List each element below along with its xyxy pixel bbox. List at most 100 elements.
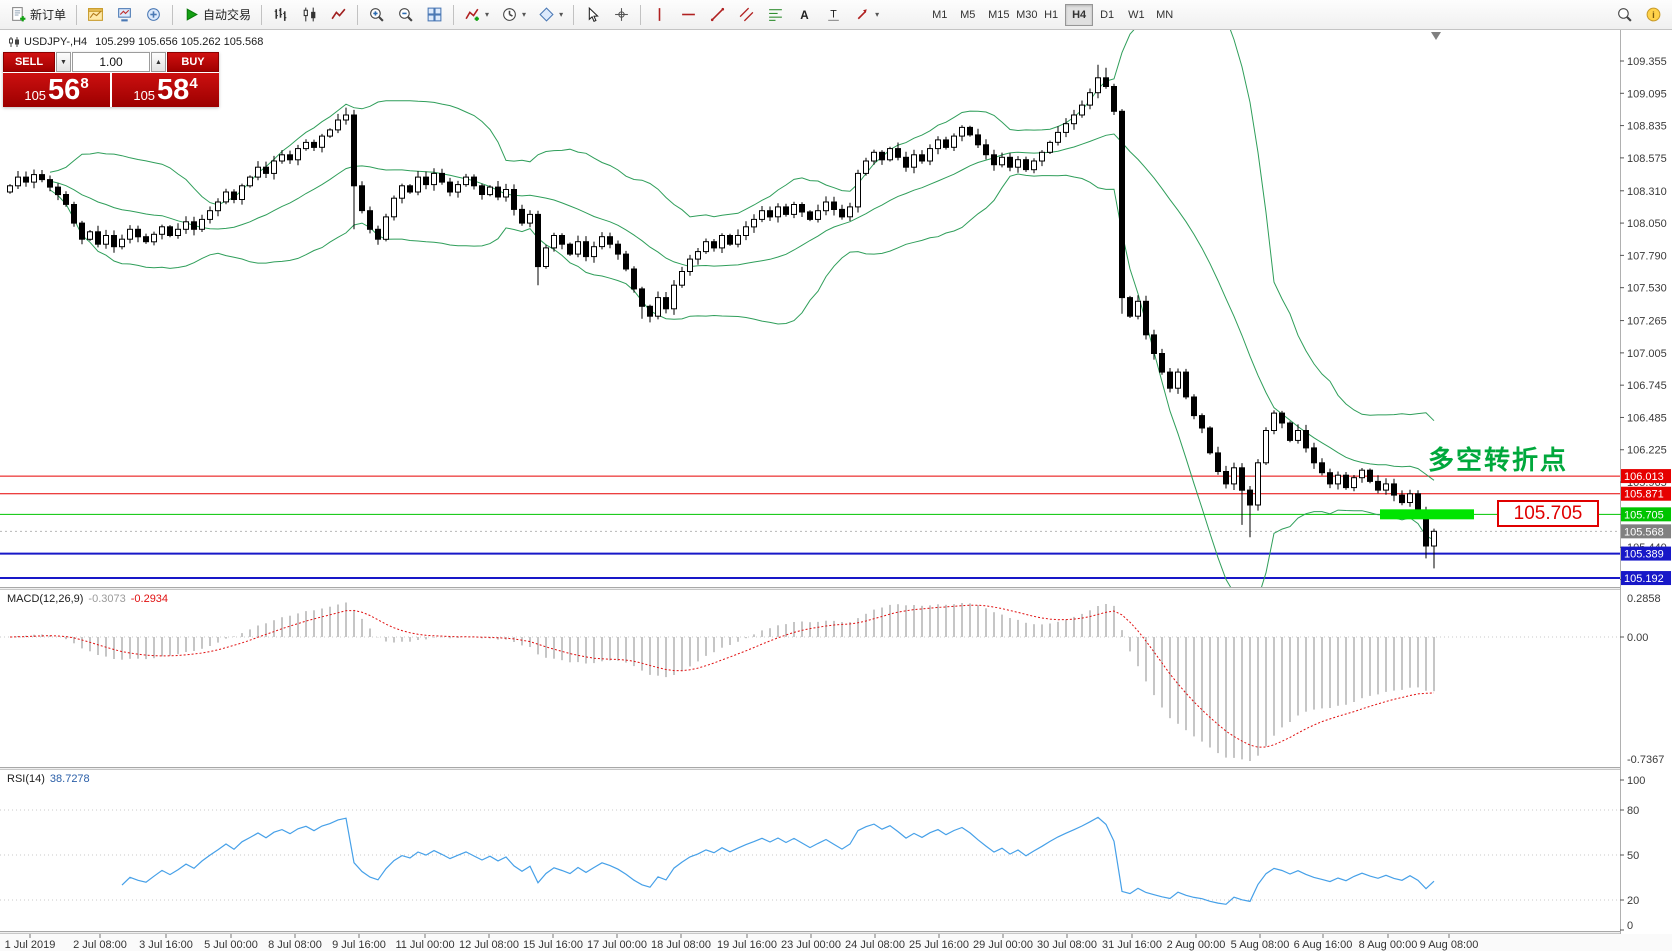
candle-body bbox=[455, 184, 461, 193]
scale-tick-label: 106.225 bbox=[1627, 445, 1667, 457]
scale-tick-label: 80 bbox=[1627, 805, 1639, 817]
crosshair-button[interactable] bbox=[608, 3, 635, 27]
time-axis[interactable]: 1 Jul 2019 2 Jul 08:00 3 Jul 16:00 5 Jul 00… bbox=[0, 934, 1672, 951]
sell-button[interactable]: SELL bbox=[3, 52, 55, 72]
candle-chart-button[interactable] bbox=[296, 3, 323, 27]
templates-button[interactable]: ▾ bbox=[533, 3, 568, 27]
candle-body bbox=[23, 176, 29, 183]
candle-body bbox=[119, 238, 125, 248]
candle-body bbox=[343, 114, 349, 121]
dropdown-caret-icon: ▾ bbox=[522, 10, 527, 19]
channel-button[interactable] bbox=[733, 3, 760, 27]
timeframe-h1-button[interactable]: H1 bbox=[1037, 4, 1065, 26]
buy-price-button[interactable]: 105 58 4 bbox=[112, 73, 219, 107]
arrows-button[interactable]: ▾ bbox=[849, 3, 884, 27]
candle-body bbox=[1367, 469, 1373, 482]
time-label: 29 Jul 00:00 bbox=[973, 939, 1033, 951]
timeframe-m5-button[interactable]: M5 bbox=[953, 4, 981, 26]
time-label: 17 Jul 00:00 bbox=[587, 939, 647, 951]
cursor-button[interactable] bbox=[579, 3, 606, 27]
candle-body bbox=[1143, 300, 1149, 336]
timeframe-m30-button[interactable]: M30 bbox=[1009, 4, 1037, 26]
time-label: 1 Jul 2019 bbox=[5, 939, 56, 951]
candle-body bbox=[943, 139, 949, 148]
autotrading-button[interactable]: 自动交易 bbox=[178, 3, 256, 27]
sell-price-big-digits: 56 bbox=[48, 74, 81, 106]
price-badge-label: 105.568 bbox=[1624, 526, 1664, 538]
candle-body bbox=[855, 172, 861, 208]
label-button[interactable]: T bbox=[820, 3, 847, 27]
macd-signal-value: -0.2934 bbox=[130, 593, 169, 605]
candle-chart-icon bbox=[303, 7, 316, 22]
periods-icon bbox=[503, 8, 516, 21]
candle-body bbox=[1167, 371, 1173, 389]
line-chart-button[interactable] bbox=[325, 3, 352, 27]
pane-separator[interactable] bbox=[0, 767, 1672, 770]
candle-body bbox=[519, 208, 525, 224]
volume-input[interactable] bbox=[72, 52, 150, 72]
volume-decrease-button[interactable]: ▼ bbox=[56, 52, 71, 72]
candle-body bbox=[815, 210, 821, 220]
volume-increase-button[interactable]: ▲ bbox=[151, 52, 166, 72]
candle-body bbox=[215, 201, 221, 212]
candle-body bbox=[1087, 92, 1093, 106]
timeframe-mn-button[interactable]: MN bbox=[1149, 4, 1177, 26]
price-scale[interactable]: 109.355 109.095 108.835 108.575 108.310 108.0… bbox=[1620, 30, 1672, 951]
horizontal-line-button[interactable] bbox=[675, 3, 702, 27]
toolbar-separator bbox=[357, 4, 359, 25]
time-label: 5 Aug 08:00 bbox=[1231, 939, 1290, 951]
timeframe-w1-button[interactable]: W1 bbox=[1121, 4, 1149, 26]
chart-annotation-text[interactable]: 多空转折点 bbox=[1428, 445, 1569, 475]
chart-background bbox=[0, 30, 1672, 951]
price-level-label[interactable]: 105.705 bbox=[1497, 500, 1599, 527]
candle-body bbox=[55, 186, 61, 196]
candle-body bbox=[159, 226, 165, 235]
candle-body bbox=[143, 236, 149, 243]
community-button[interactable]: i bbox=[1640, 3, 1667, 27]
zoom-out-button[interactable] bbox=[392, 3, 419, 27]
timeframe-d1-button[interactable]: D1 bbox=[1093, 4, 1121, 26]
zoom-in-button[interactable] bbox=[363, 3, 390, 27]
charts-button[interactable] bbox=[82, 3, 109, 27]
sell-price-prefix: 105 bbox=[24, 88, 47, 103]
search-button[interactable] bbox=[1611, 3, 1638, 27]
toolbar-separator bbox=[76, 4, 78, 25]
candle-body bbox=[631, 268, 637, 290]
time-label: 24 Jul 08:00 bbox=[845, 939, 905, 951]
svg-text:T: T bbox=[830, 9, 837, 21]
bar-chart-button[interactable] bbox=[267, 3, 294, 27]
timeframe-h4-button[interactable]: H4 bbox=[1065, 3, 1094, 26]
pane-separator[interactable] bbox=[0, 931, 1672, 934]
candle-body bbox=[1023, 159, 1029, 171]
periods-button[interactable]: ▾ bbox=[496, 3, 531, 27]
candle-body bbox=[1295, 430, 1301, 441]
candle-body bbox=[1383, 483, 1389, 491]
candle-body bbox=[1175, 371, 1181, 389]
candle-body bbox=[1063, 123, 1069, 133]
candle-body bbox=[767, 210, 773, 218]
tile-windows-button[interactable] bbox=[421, 3, 448, 27]
candle-body bbox=[1375, 480, 1381, 491]
candle-body bbox=[79, 222, 85, 240]
text-button[interactable]: A bbox=[791, 3, 818, 27]
market-watch-button[interactable] bbox=[111, 3, 138, 27]
scale-tick-label: 20 bbox=[1627, 895, 1639, 907]
sell-price-button[interactable]: 105 56 8 bbox=[3, 73, 110, 107]
trendline-button[interactable] bbox=[704, 3, 731, 27]
navigator-button[interactable] bbox=[140, 3, 167, 27]
pane-separator[interactable] bbox=[0, 587, 1672, 590]
buy-button[interactable]: BUY bbox=[167, 52, 219, 72]
fibonacci-button[interactable] bbox=[762, 3, 789, 27]
indicators-button[interactable]: ▾ bbox=[459, 3, 494, 27]
time-label: 23 Jul 00:00 bbox=[781, 939, 841, 951]
new-order-button[interactable]: 新订单 bbox=[5, 3, 71, 27]
highlight-level-bar[interactable] bbox=[1380, 509, 1474, 520]
timeframe-m1-button[interactable]: M1 bbox=[925, 4, 953, 26]
candle-body bbox=[311, 141, 317, 148]
vertical-line-button[interactable] bbox=[646, 3, 673, 27]
candle-body bbox=[303, 141, 309, 150]
candle-body bbox=[167, 226, 173, 237]
timeframe-m15-button[interactable]: M15 bbox=[981, 4, 1009, 26]
